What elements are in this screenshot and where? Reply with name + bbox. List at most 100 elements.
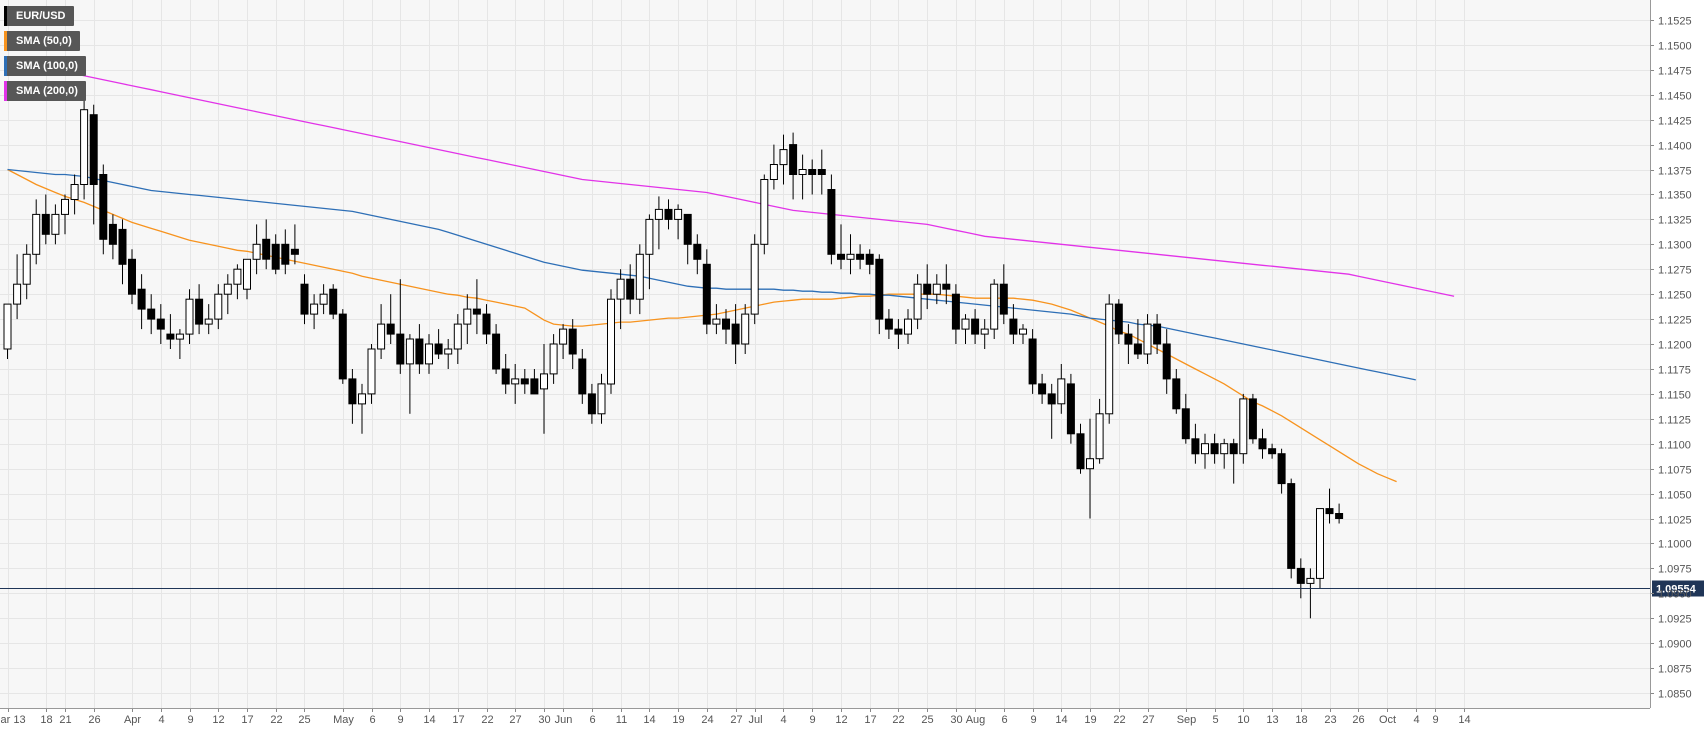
candle <box>386 294 395 344</box>
candle-body <box>971 318 980 335</box>
candle-body <box>386 323 395 335</box>
candle-body <box>635 253 644 300</box>
candle <box>731 304 740 364</box>
candle-body <box>1268 448 1277 455</box>
candle-body <box>1325 508 1334 515</box>
candle <box>530 369 539 395</box>
candle <box>22 244 31 300</box>
current-price-tag <box>1652 580 1704 597</box>
legend-item-eurusd[interactable]: EUR/USD <box>4 6 74 26</box>
candle <box>1191 423 1200 464</box>
candle-body <box>559 328 568 345</box>
candle-body <box>1296 567 1305 584</box>
candle-body <box>1162 343 1171 380</box>
candle-body <box>51 213 60 235</box>
y-tick-label: 1.0875 <box>1658 664 1692 676</box>
candle-body <box>683 213 692 245</box>
candle <box>1009 304 1018 344</box>
x-tick-label: 14 <box>1458 714 1470 726</box>
candle <box>1038 373 1047 404</box>
x-tick-label: 22 <box>270 714 282 726</box>
candle <box>559 324 568 359</box>
x-tick-label: 26 <box>88 714 100 726</box>
candle <box>1181 393 1190 444</box>
x-tick-label: 6 <box>1001 714 1007 726</box>
candle <box>3 303 12 359</box>
candle-body <box>865 253 874 265</box>
legend-swatch-sma-200 <box>4 81 7 101</box>
candle <box>1277 448 1286 494</box>
x-tick-label: 27 <box>509 714 521 726</box>
candle-body <box>520 378 529 385</box>
candle <box>789 132 798 200</box>
candle <box>1095 398 1104 464</box>
candle-body <box>137 288 146 310</box>
candle <box>568 319 577 369</box>
candle-body <box>185 298 194 335</box>
candle-body <box>616 278 625 300</box>
candle <box>1220 438 1229 469</box>
candle-body <box>1220 443 1229 455</box>
candle <box>980 319 989 349</box>
candle <box>319 284 328 315</box>
candle-body <box>1258 438 1267 450</box>
x-tick-label: 9 <box>397 714 403 726</box>
y-tick-label: 1.0925 <box>1658 614 1692 626</box>
x-tick-label: 12 <box>835 714 847 726</box>
candle-body <box>1191 438 1200 455</box>
candle <box>1047 383 1056 439</box>
x-tick-label: 22 <box>1113 714 1125 726</box>
candle <box>156 304 165 344</box>
candle-body <box>204 318 213 325</box>
x-tick-label: 6 <box>369 714 375 726</box>
candle <box>482 304 491 344</box>
candle <box>999 264 1008 325</box>
candle <box>741 304 750 354</box>
legend-item-sma-200[interactable]: SMA (200,0) <box>4 81 86 101</box>
candle-body <box>1047 393 1056 405</box>
x-tick-label: 9 <box>1432 714 1438 726</box>
y-tick-label: 1.1025 <box>1658 515 1692 527</box>
y-tick-label: 1.1150 <box>1658 390 1691 402</box>
candle-body <box>540 373 548 390</box>
candle <box>894 319 903 349</box>
candle <box>674 204 683 240</box>
candle-body <box>990 283 999 330</box>
candle <box>405 334 414 414</box>
legend-item-sma-50[interactable]: SMA (50,0) <box>4 31 80 51</box>
x-tick-label: Jul <box>748 714 762 726</box>
candle-body <box>999 283 1008 315</box>
candle-body <box>281 243 290 265</box>
candle-body <box>1114 303 1123 335</box>
y-tick-label: 1.0975 <box>1658 564 1692 576</box>
candle-body <box>271 243 280 270</box>
candle-body <box>884 318 893 330</box>
legend-label-sma-200: SMA (200,0) <box>16 85 78 97</box>
candle-body <box>310 303 319 315</box>
legend-item-sma-100[interactable]: SMA (100,0) <box>4 56 86 76</box>
candle-body <box>61 198 69 215</box>
candle-body <box>1210 443 1219 455</box>
candle <box>750 234 759 325</box>
candle <box>175 329 184 359</box>
candle-body <box>607 298 615 385</box>
x-tick-label: 17 <box>241 714 253 726</box>
candle <box>281 229 290 275</box>
x-tick-label: 6 <box>589 714 595 726</box>
current-price-label: 1.09554 <box>1656 584 1697 596</box>
candle <box>377 304 386 359</box>
candle <box>913 274 922 330</box>
price-axis: 1.0850 1.0875 1.0900 1.0925 1.0950 1.0975 1.10… <box>1650 0 1692 708</box>
candle <box>492 324 501 374</box>
candle <box>243 258 251 300</box>
candle <box>1076 423 1085 474</box>
y-tick-label: 1.1500 <box>1658 41 1692 53</box>
candle-body <box>664 208 673 220</box>
x-tick-label: 9 <box>1030 714 1036 726</box>
legend-swatch-eurusd <box>4 6 7 26</box>
candle-body <box>175 333 184 340</box>
y-tick-label: 1.0950 <box>1658 589 1692 601</box>
candle <box>520 369 529 394</box>
candle-body <box>769 164 778 180</box>
